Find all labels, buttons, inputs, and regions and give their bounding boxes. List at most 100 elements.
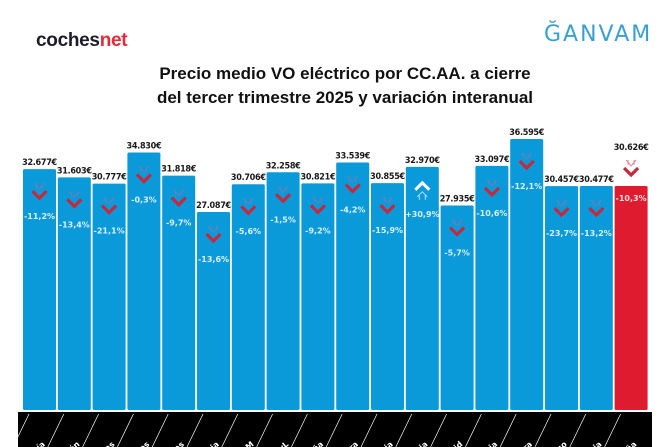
chart-title-block: Precio medio VO eléctrico por CC.AA. a c… — [0, 62, 670, 110]
label-separator — [534, 413, 552, 447]
bar — [371, 183, 404, 410]
bar — [266, 172, 300, 410]
bar — [57, 177, 91, 410]
yoy-change-label: -0,3% — [131, 196, 157, 205]
label-separator — [117, 413, 134, 447]
label-separator — [499, 413, 517, 447]
down-arrow-icon — [274, 185, 292, 204]
bar-group: 30.477€-13,2%…lencia — [569, 175, 615, 447]
bar-group: 32.677€-11,2%…alucía — [12, 158, 58, 447]
yoy-change-label: -9,2% — [305, 226, 331, 235]
yoy-change-label: -13,6% — [198, 255, 229, 264]
yoy-change-label: -12,1% — [511, 182, 542, 191]
label-separator — [360, 413, 378, 447]
cochesnet-logo: cochesnet — [36, 30, 128, 52]
down-arrow-icon — [518, 152, 535, 171]
yoy-change-label: -4,2% — [340, 205, 366, 214]
value-label: 31.818€ — [161, 165, 196, 175]
yoy-change-label: -11,2% — [24, 212, 55, 221]
value-label: 30.457€ — [544, 175, 579, 185]
down-arrow-icon — [309, 197, 327, 215]
label-separator — [604, 413, 621, 447]
chart-subtitle: del tercer trimestre 2025 y variación in… — [156, 88, 534, 107]
bar — [579, 185, 613, 410]
label-separator — [82, 413, 99, 447]
label-separator — [47, 413, 65, 447]
yoy-change-label: -13,4% — [59, 220, 90, 229]
down-arrow-icon — [66, 191, 83, 209]
logo-main-text: coches — [36, 30, 100, 51]
bar-group: 30.706€ -5,6% CLM — [221, 173, 267, 447]
yoy-change-label: -5,7% — [444, 248, 470, 257]
yoy-change-label: -9,7% — [166, 219, 192, 228]
yoy-change-label: -15,9% — [372, 226, 403, 235]
value-label: 30.821€ — [301, 172, 336, 182]
bar — [545, 186, 578, 410]
label-separator — [395, 413, 413, 447]
down-arrow-icon — [31, 182, 48, 201]
yoy-change-label: -13,2% — [581, 229, 612, 238]
down-arrow-icon — [240, 197, 257, 216]
down-arrow-icon — [170, 189, 187, 207]
down-arrow-icon — [622, 159, 640, 178]
down-arrow-icon — [379, 196, 396, 215]
label-separator — [12, 413, 30, 447]
value-label: 30.706€ — [231, 173, 266, 183]
down-arrow-icon — [344, 176, 361, 194]
label-separator — [430, 413, 447, 447]
bar — [510, 139, 544, 410]
bar — [92, 183, 126, 410]
down-arrow-icon — [205, 225, 222, 244]
yoy-change-label: -10,6% — [476, 209, 507, 218]
label-separator — [325, 413, 343, 447]
category-label: CLM — [235, 440, 255, 447]
label-separator — [465, 413, 482, 447]
down-arrow-icon — [448, 219, 466, 237]
value-label: 27.087€ — [196, 201, 231, 211]
label-separator — [151, 413, 169, 447]
label-separator — [221, 413, 239, 447]
category-label: CyL — [272, 440, 290, 447]
down-arrow-icon — [553, 199, 570, 218]
value-label: 30.777€ — [92, 173, 127, 183]
chart-title: Precio medio VO eléctrico por CC.AA. a c… — [159, 64, 531, 83]
bar — [440, 205, 474, 410]
bar — [336, 162, 370, 410]
label-separator — [186, 413, 204, 447]
label-separator — [256, 413, 273, 447]
bar — [162, 175, 196, 410]
value-label: 30.626€ — [614, 143, 649, 153]
down-arrow-icon — [100, 197, 118, 215]
ganvam-logo: ĞANVAM — [544, 22, 653, 47]
bar — [127, 152, 161, 411]
down-arrow-icon — [135, 166, 153, 184]
value-label: 30.855€ — [370, 172, 405, 182]
value-label: 33.097€ — [475, 155, 510, 165]
value-label: 36.595€ — [509, 128, 544, 138]
bar — [23, 169, 56, 410]
label-separator — [569, 413, 587, 447]
label-separator — [291, 413, 308, 447]
logo-accent-text: net — [99, 30, 128, 51]
bar-group: 32.258€ -1,5% CyL — [256, 161, 301, 447]
value-label: 32.677€ — [22, 158, 57, 168]
yoy-change-label: -23,7% — [546, 229, 577, 238]
bar — [197, 212, 230, 410]
yoy-change-label: -10,3% — [616, 194, 647, 203]
bar-group: 27.087€-13,6%…ntabria — [184, 201, 232, 447]
up-arrow-icon — [414, 180, 431, 200]
bar — [405, 166, 439, 410]
bar — [231, 184, 265, 410]
yoy-change-label: +30,9% — [405, 210, 439, 219]
bar-national — [614, 186, 648, 410]
bar — [301, 183, 335, 410]
down-arrow-icon — [483, 179, 501, 198]
down-arrow-icon — [588, 199, 605, 218]
value-label: 31.603€ — [57, 166, 92, 176]
value-label: 30.477€ — [579, 175, 614, 185]
value-label: 27.935€ — [440, 194, 475, 204]
bar — [475, 165, 509, 410]
value-label: 33.539€ — [335, 151, 370, 161]
value-label: 32.258€ — [266, 161, 301, 171]
